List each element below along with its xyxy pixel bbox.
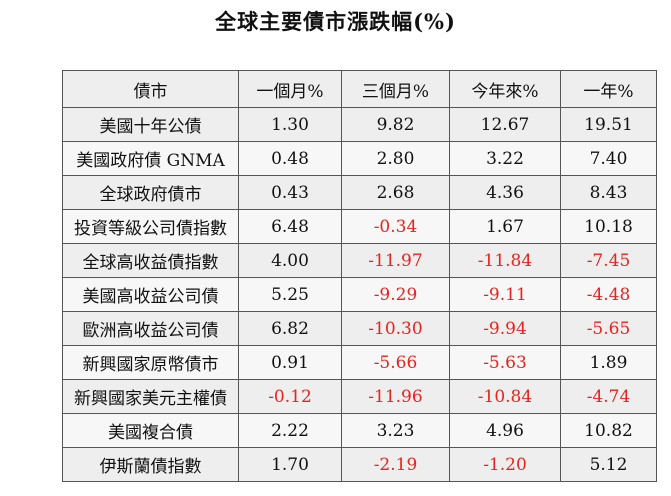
value-cell: 5.12: [560, 447, 657, 482]
table-body: 美國十年公債 1.30 9.82 12.67 19.51 美國政府債 GNMA 0.48 2.…: [62, 107, 657, 482]
row-label-cell: 全球政府債市: [62, 175, 239, 210]
value-cell: 3.22: [449, 141, 561, 176]
value-cell: 0.48: [238, 141, 342, 176]
value-cell: 1.67: [449, 209, 561, 244]
value-cell: -9.94: [449, 311, 561, 346]
value-cell: 9.82: [341, 107, 450, 142]
table-header-row: 債市 一個月% 三個月% 今年來% 一年%: [62, 70, 657, 108]
value-cell: 1.89: [560, 345, 657, 380]
column-header: 三個月%: [341, 70, 450, 108]
table-row: 全球高收益債指數 4.00 -11.97 -11.84 -7.45: [62, 243, 657, 278]
column-header: 一個月%: [238, 70, 342, 108]
value-cell: 3.23: [341, 413, 450, 448]
value-cell: -11.96: [341, 379, 450, 414]
row-label-cell: 新興國家原幣債市: [62, 345, 239, 380]
row-label-cell: 全球高收益債指數: [62, 243, 239, 278]
row-label-cell: 美國複合債: [62, 413, 239, 448]
value-cell: 12.67: [449, 107, 561, 142]
value-cell: 1.70: [238, 447, 342, 482]
value-cell: 4.36: [449, 175, 561, 210]
value-cell: -10.30: [341, 311, 450, 346]
table-row: 美國複合債 2.22 3.23 4.96 10.82: [62, 413, 657, 448]
value-cell: 4.96: [449, 413, 561, 448]
value-cell: 19.51: [560, 107, 657, 142]
value-cell: -4.74: [560, 379, 657, 414]
value-cell: 2.68: [341, 175, 450, 210]
table-row: 全球政府債市 0.43 2.68 4.36 8.43: [62, 175, 657, 210]
value-cell: -10.84: [449, 379, 561, 414]
table-row: 美國政府債 GNMA 0.48 2.80 3.22 7.40: [62, 141, 657, 176]
value-cell: 5.25: [238, 277, 342, 312]
value-cell: -11.97: [341, 243, 450, 278]
value-cell: -5.65: [560, 311, 657, 346]
table-row: 歐洲高收益公司債 6.82 -10.30 -9.94 -5.65: [62, 311, 657, 346]
value-cell: -9.11: [449, 277, 561, 312]
table-row: 伊斯蘭債指數 1.70 -2.19 -1.20 5.12: [62, 447, 657, 482]
value-cell: -2.19: [341, 447, 450, 482]
row-label-cell: 美國政府債 GNMA: [62, 141, 239, 176]
value-cell: 2.80: [341, 141, 450, 176]
table-row: 美國高收益公司債 5.25 -9.29 -9.11 -4.48: [62, 277, 657, 312]
value-cell: 10.18: [560, 209, 657, 244]
value-cell: 7.40: [560, 141, 657, 176]
value-cell: -11.84: [449, 243, 561, 278]
value-cell: 6.48: [238, 209, 342, 244]
value-cell: -0.34: [341, 209, 450, 244]
page-title: 全球主要債市漲跌幅(%): [215, 9, 456, 34]
row-label-cell: 美國高收益公司債: [62, 277, 239, 312]
row-label-cell: 伊斯蘭債指數: [62, 447, 239, 482]
row-label-cell: 投資等級公司債指數: [62, 209, 239, 244]
value-cell: -5.66: [341, 345, 450, 380]
row-label-cell: 歐洲高收益公司債: [62, 311, 239, 346]
value-cell: 6.82: [238, 311, 342, 346]
value-cell: -4.48: [560, 277, 657, 312]
table-row: 美國十年公債 1.30 9.82 12.67 19.51: [62, 107, 657, 142]
value-cell: -5.63: [449, 345, 561, 380]
column-header: 一年%: [560, 70, 657, 108]
table-row: 新興國家原幣債市 0.91 -5.66 -5.63 1.89: [62, 345, 657, 380]
value-cell: 2.22: [238, 413, 342, 448]
value-cell: 10.82: [560, 413, 657, 448]
value-cell: 1.30: [238, 107, 342, 142]
column-header: 今年來%: [449, 70, 561, 108]
row-label-cell: 美國十年公債: [62, 107, 239, 142]
value-cell: 8.43: [560, 175, 657, 210]
value-cell: 0.43: [238, 175, 342, 210]
row-label-cell: 新興國家美元主權債: [62, 379, 239, 414]
table-row: 投資等級公司債指數 6.48 -0.34 1.67 10.18: [62, 209, 657, 244]
value-cell: -1.20: [449, 447, 561, 482]
table-row: 新興國家美元主權債 -0.12 -11.96 -10.84 -4.74: [62, 379, 657, 414]
value-cell: 0.91: [238, 345, 342, 380]
value-cell: 4.00: [238, 243, 342, 278]
column-header: 債市: [62, 70, 239, 108]
value-cell: -7.45: [560, 243, 657, 278]
value-cell: -0.12: [238, 379, 342, 414]
bond-market-table: 債市 一個月% 三個月% 今年來% 一年% 美國十年公債 1.30 9.82 12.6…: [62, 70, 657, 482]
value-cell: -9.29: [341, 277, 450, 312]
